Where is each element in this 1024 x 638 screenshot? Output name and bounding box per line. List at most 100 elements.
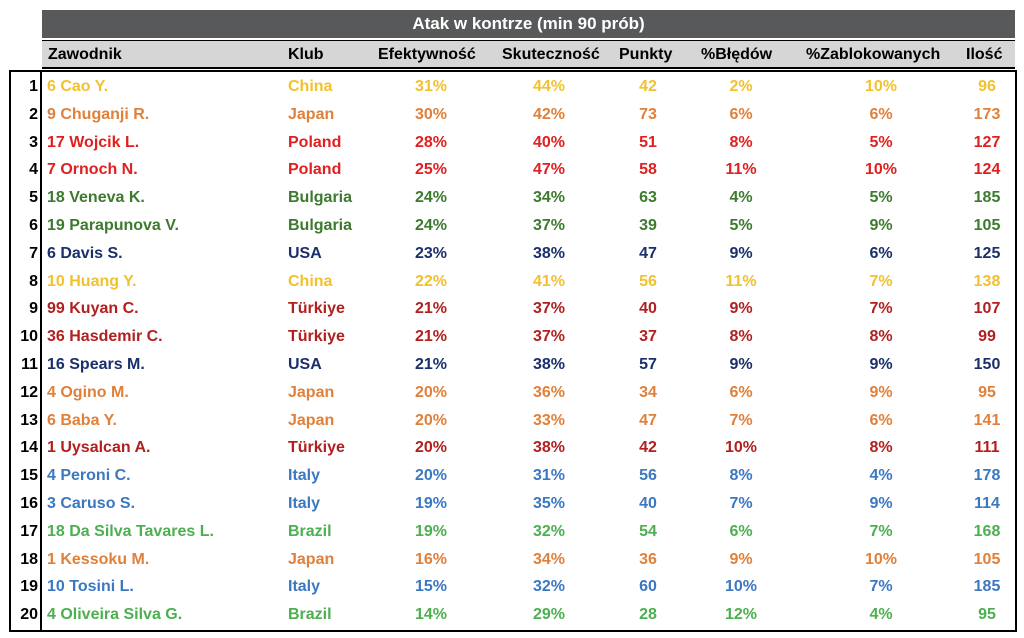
- bledow-cell: 8%: [729, 328, 753, 346]
- efektywnosc-cell: 20%: [414, 467, 448, 485]
- skutecznosc-cell: 35%: [532, 495, 566, 512]
- club-cell: Japan: [288, 411, 335, 429]
- zablokowanych-cell: 9%: [869, 356, 893, 373]
- zablokowanych-cell: 10%: [864, 550, 898, 568]
- rank-cell: 16: [20, 495, 38, 512]
- efektywnosc-cell: 19%: [414, 522, 448, 540]
- efektywnosc-cell: 20%: [414, 439, 448, 457]
- ilosc-cell: 105: [973, 217, 1001, 234]
- punkty-cell: 73: [639, 105, 657, 123]
- bledow-cell: 4%: [729, 189, 753, 207]
- zablokowanych-cell: 7%: [869, 300, 893, 318]
- zablokowanych-cell: 7%: [869, 272, 893, 290]
- bledow-cell: 9%: [729, 300, 753, 318]
- table-row: 12 4 Ogino M. Japan 20% 36% 34 6% 9% 95: [0, 379, 1024, 407]
- zablokowanych-cell: 4%: [869, 467, 893, 485]
- skutecznosc-cell: 37%: [532, 300, 566, 318]
- rank-cell: 9: [29, 300, 38, 318]
- punkty-cell: 40: [639, 300, 657, 318]
- club-cell: Poland: [288, 161, 342, 179]
- table-row: 2 9 Chuganji R. Japan 30% 42% 73 6% 6% 173: [0, 101, 1024, 129]
- bledow-cell: 11%: [725, 161, 757, 179]
- player-cell: 4 Ogino M.: [47, 383, 129, 401]
- punkty-cell: 58: [639, 161, 657, 179]
- player-cell: 3 Caruso S.: [47, 495, 136, 512]
- table-row: 6 19 Parapunova V. Bulgaria 24% 37% 39 5% 9% 105: [0, 212, 1024, 240]
- rank-cell: 2: [29, 105, 38, 123]
- club-cell: Bulgaria: [288, 217, 353, 234]
- header-zablokowanych: %Zablokowanych: [806, 46, 941, 63]
- bledow-cell: 9%: [729, 356, 753, 373]
- club-cell: USA: [288, 244, 322, 262]
- club-cell: Poland: [288, 133, 342, 151]
- player-cell: 6 Davis S.: [47, 244, 123, 262]
- zablokowanych-cell: 5%: [869, 133, 893, 151]
- zablokowanych-cell: 5%: [869, 189, 893, 207]
- player-cell: 6 Cao Y.: [47, 78, 109, 95]
- header-ilosc: Ilość: [966, 46, 1003, 63]
- bledow-cell: 5%: [729, 217, 753, 234]
- rank-cell: 6: [29, 217, 38, 234]
- club-cell: China: [288, 272, 333, 290]
- skutecznosc-cell: 31%: [532, 467, 566, 485]
- bledow-cell: 6%: [729, 105, 753, 123]
- rank-cell: 20: [20, 606, 38, 624]
- header-skutecznosc: Skuteczność: [502, 46, 600, 63]
- zablokowanych-cell: 7%: [869, 522, 893, 540]
- zablokowanych-cell: 4%: [869, 606, 893, 624]
- rank-cell: 10: [20, 328, 38, 346]
- efektywnosc-cell: 21%: [414, 328, 448, 346]
- header-club: Klub: [288, 46, 324, 63]
- ilosc-cell: 95: [978, 383, 996, 401]
- ilosc-cell: 185: [973, 578, 1001, 596]
- zablokowanych-cell: 9%: [869, 383, 893, 401]
- club-cell: Japan: [288, 105, 335, 123]
- zablokowanych-cell: 6%: [869, 244, 893, 262]
- ilosc-cell: 150: [973, 356, 1001, 373]
- rank-cell: 1: [29, 78, 38, 95]
- efektywnosc-cell: 16%: [414, 550, 448, 568]
- ilosc-cell: 141: [973, 411, 1001, 429]
- player-cell: 10 Huang Y.: [47, 272, 137, 290]
- punkty-cell: 37: [639, 328, 657, 346]
- header-bledow: %Błędów: [701, 46, 773, 63]
- bledow-cell: 7%: [729, 411, 753, 429]
- punkty-cell: 39: [639, 217, 657, 234]
- player-cell: 4 Oliveira Silva G.: [47, 606, 183, 624]
- player-cell: 99 Kuyan C.: [47, 300, 139, 318]
- skutecznosc-cell: 38%: [532, 439, 566, 457]
- skutecznosc-cell: 32%: [532, 578, 566, 596]
- efektywnosc-cell: 25%: [414, 161, 448, 179]
- skutecznosc-cell: 37%: [532, 217, 566, 234]
- punkty-cell: 63: [639, 189, 657, 207]
- efektywnosc-cell: 20%: [414, 383, 448, 401]
- player-cell: 16 Spears M.: [47, 356, 145, 373]
- bledow-cell: 7%: [729, 495, 753, 512]
- skutecznosc-cell: 44%: [532, 78, 566, 95]
- rank-cell: 19: [20, 578, 38, 596]
- punkty-cell: 60: [639, 578, 657, 596]
- zablokowanych-cell: 9%: [869, 495, 893, 512]
- club-cell: USA: [288, 356, 322, 373]
- efektywnosc-cell: 24%: [414, 189, 448, 207]
- skutecznosc-cell: 40%: [532, 133, 566, 151]
- table-row: 20 4 Oliveira Silva G. Brazil 14% 29% 28 12% 4%…: [0, 601, 1024, 629]
- player-cell: 9 Chuganji R.: [47, 105, 150, 123]
- player-cell: 18 Da Silva Tavares L.: [47, 522, 214, 540]
- ilosc-cell: 99: [978, 328, 996, 346]
- table-row: 4 7 Ornoch N. Poland 25% 47% 58 11% 10% 124: [0, 156, 1024, 184]
- skutecznosc-cell: 42%: [532, 105, 566, 123]
- club-cell: Bulgaria: [288, 189, 353, 207]
- header-player: Zawodnik: [48, 46, 122, 63]
- punkty-cell: 28: [639, 606, 657, 624]
- table-row: 5 18 Veneva K. Bulgaria 24% 34% 63 4% 5% 185: [0, 184, 1024, 212]
- ilosc-cell: 111: [974, 439, 1000, 457]
- rank-cell: 18: [20, 550, 38, 568]
- club-cell: Italy: [288, 495, 321, 512]
- punkty-cell: 42: [639, 439, 657, 457]
- rank-cell: 15: [20, 467, 38, 485]
- player-cell: 4 Peroni C.: [47, 467, 131, 485]
- table-row: 18 1 Kessoku M. Japan 16% 34% 36 9% 10% 105: [0, 546, 1024, 574]
- zablokowanych-cell: 10%: [864, 78, 898, 95]
